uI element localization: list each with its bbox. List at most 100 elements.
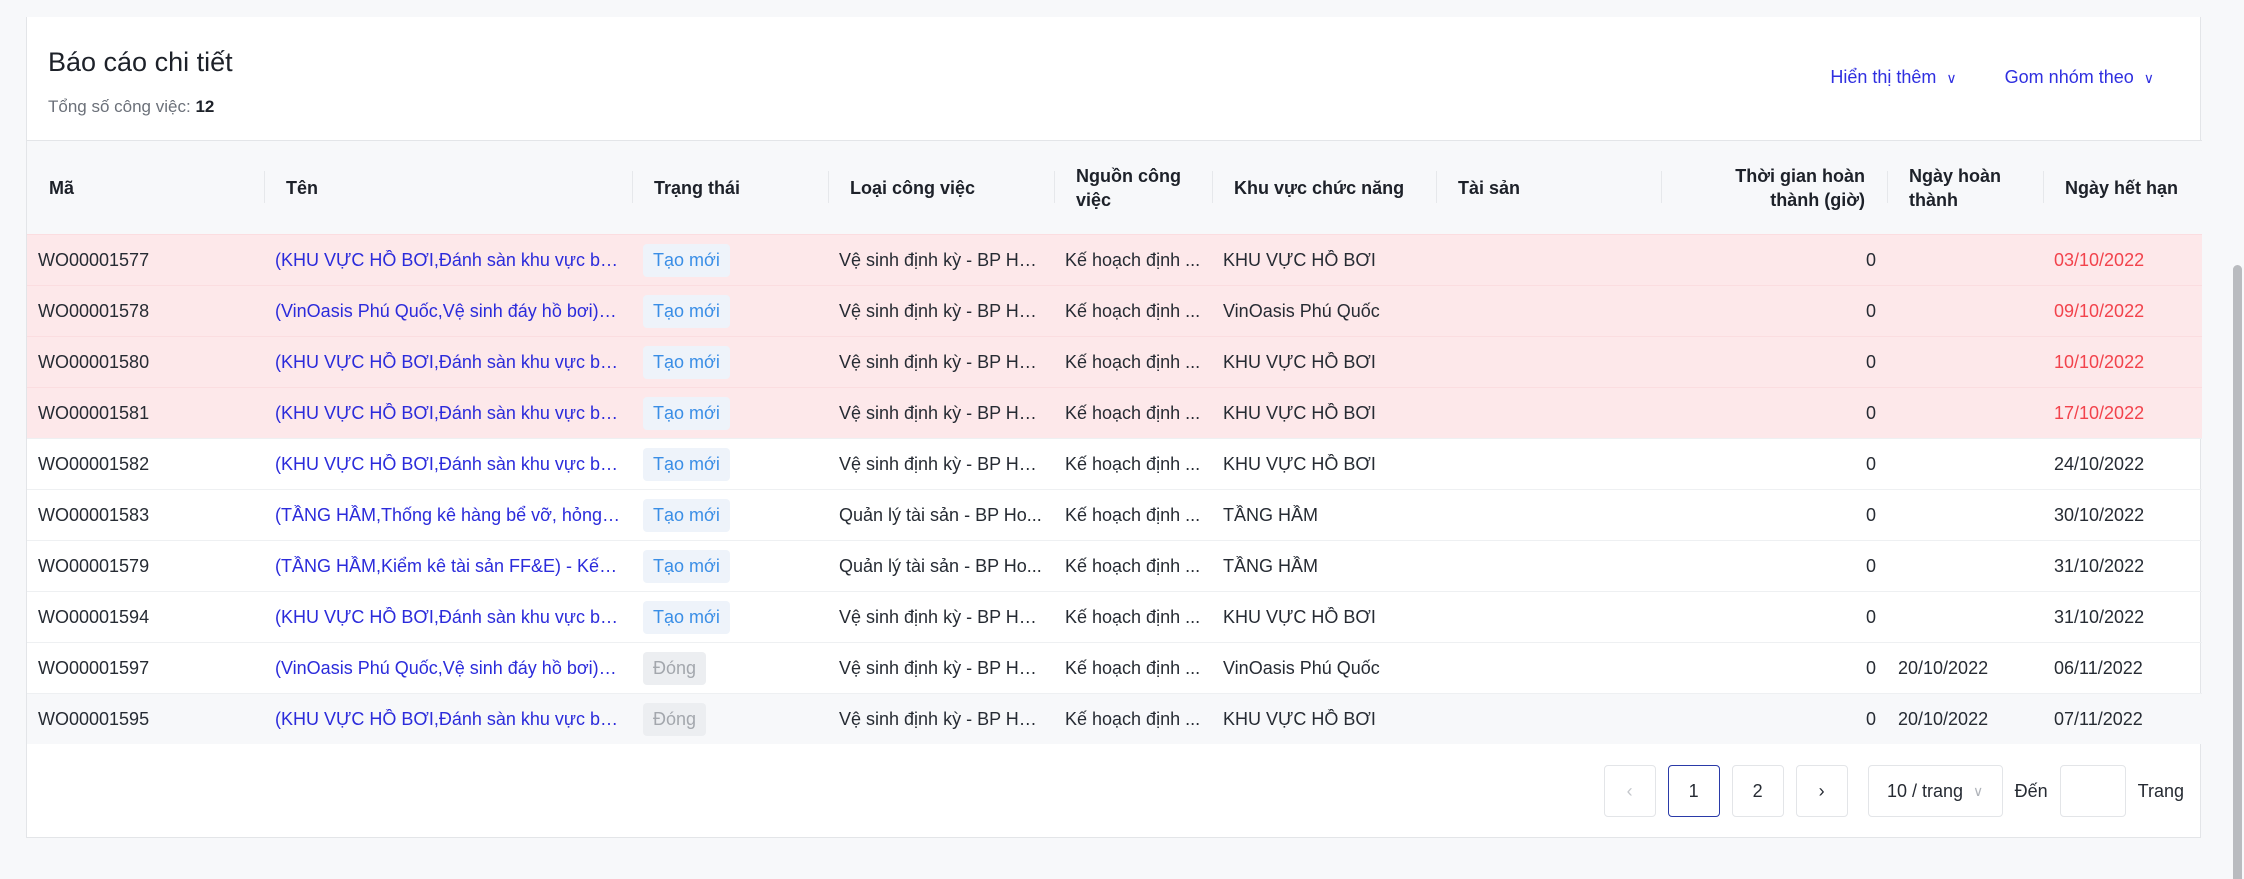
column-header[interactable]: Thời gian hoàn thành (giờ) (1661, 141, 1887, 234)
source-cell: Kế hoạch định ... (1065, 504, 1201, 525)
column-header[interactable]: Mã (49, 177, 75, 198)
chevron-down-icon: ∨ (1946, 70, 1957, 86)
detail-report-card: Báo cáo chi tiết Tổng số công việc: 12 H… (26, 17, 2202, 838)
table-header: Mã Tên Trạng thái Loại công việc Nguồn công … (27, 141, 2202, 234)
source-cell: Kế hoạch định ... (1065, 708, 1201, 729)
table-row[interactable]: WO00001583 (TẦNG HẦM,Thống kê hàng bể vỡ,… (27, 489, 2202, 540)
code-cell: WO00001583 (38, 504, 150, 525)
type-cell: Vệ sinh định kỳ - BP Ho... (839, 453, 1044, 474)
hours-cell: 0 (1865, 555, 1876, 576)
table-row[interactable]: WO00001597 (VinOasis Phú Quốc,Vệ sinh đáy… (27, 642, 2202, 693)
status-badge: Tạo mới (643, 600, 730, 634)
done-date-cell: 20/10/2022 (1898, 708, 1989, 729)
status-cell: Tạo mới (632, 243, 828, 277)
table-row[interactable]: WO00001582 (KHU VỰC HỒ BƠI,Đánh sàn khu v… (27, 438, 2202, 489)
name-link[interactable]: (VinOasis Phú Quốc,Vệ sinh đáy hồ bơi) -… (275, 300, 625, 321)
source-cell: Kế hoạch định ... (1065, 249, 1201, 270)
type-cell: Quản lý tài sản - BP Ho... (839, 504, 1042, 525)
status-cell: Tạo mới (632, 447, 828, 481)
column-header[interactable]: Ngày hết hạn (2043, 141, 2202, 234)
status-cell: Tạo mới (632, 345, 828, 379)
hours-cell: 0 (1865, 708, 1876, 729)
area-cell: VinOasis Phú Quốc (1223, 657, 1380, 678)
table-row[interactable]: WO00001579 (TẦNG HẦM,Kiểm kê tài sản FF&E… (27, 540, 2202, 591)
code-cell: WO00001579 (38, 555, 150, 576)
type-cell: Vệ sinh định kỳ - BP Ho... (839, 657, 1044, 678)
pagination: ‹ 1 2 › 10 / trang ∨ Đến Trang (1603, 765, 2184, 817)
due-date-cell: 06/11/2022 (2054, 657, 2143, 678)
area-cell: KHU VỰC HỒ BƠI (1223, 249, 1376, 270)
name-link[interactable]: (KHU VỰC HỒ BƠI,Đánh sàn khu vực bể ... (275, 351, 630, 372)
code-cell: WO00001594 (38, 606, 150, 627)
type-cell: Vệ sinh định kỳ - BP Ho... (839, 606, 1044, 627)
status-badge: Tạo mới (643, 396, 730, 430)
name-link[interactable]: (KHU VỰC HỒ BƠI,Đánh sàn khu vực bể ... (275, 606, 630, 627)
hours-cell: 0 (1865, 606, 1876, 627)
scrollbar[interactable] (2233, 265, 2242, 879)
name-link[interactable]: (KHU VỰC HỒ BƠI,Đánh sàn khu vực bể ... (275, 453, 630, 474)
goto-page-input[interactable] (2059, 765, 2126, 817)
name-link[interactable]: (KHU VỰC HỒ BƠI,Đánh sàn khu vực bể ... (275, 249, 630, 270)
page-2-button[interactable]: 2 (1731, 765, 1784, 817)
column-header[interactable]: Tài sản (1436, 141, 1661, 234)
status-badge: Tạo mới (643, 243, 730, 277)
prev-page-button[interactable]: ‹ (1603, 765, 1656, 817)
hours-cell: 0 (1865, 504, 1876, 525)
report-table: Mã Tên Trạng thái Loại công việc Nguồn công … (27, 140, 2202, 744)
area-cell: KHU VỰC HỒ BƠI (1223, 402, 1376, 423)
page-1-button[interactable]: 1 (1667, 765, 1720, 817)
table-row[interactable]: WO00001581 (KHU VỰC HỒ BƠI,Đánh sàn khu v… (27, 387, 2202, 438)
name-link[interactable]: (KHU VỰC HỒ BƠI,Đánh sàn khu vực bể ... (275, 402, 630, 423)
page-size-select[interactable]: 10 / trang ∨ (1867, 765, 2003, 817)
hours-cell: 0 (1865, 657, 1876, 678)
status-cell: Đóng (632, 702, 828, 736)
show-more-dropdown[interactable]: Hiển thị thêm ∨ (1830, 67, 1957, 87)
due-date-cell: 24/10/2022 (2054, 453, 2145, 474)
area-cell: VinOasis Phú Quốc (1223, 300, 1380, 321)
status-badge: Tạo mới (643, 345, 730, 379)
hours-cell: 0 (1865, 402, 1876, 423)
column-header[interactable]: Tên (264, 141, 632, 234)
column-header[interactable]: Trạng thái (632, 141, 828, 234)
status-badge: Tạo mới (643, 549, 730, 583)
total-count: Tổng số công việc: 12 (48, 97, 215, 116)
column-header[interactable]: Khu vực chức năng (1212, 141, 1436, 234)
next-page-button[interactable]: › (1795, 765, 1848, 817)
goto-label: Đến (2014, 780, 2048, 801)
chevron-down-icon: ∨ (1973, 782, 1984, 799)
hours-cell: 0 (1865, 453, 1876, 474)
code-cell: WO00001597 (38, 657, 150, 678)
table-row[interactable]: WO00001594 (KHU VỰC HỒ BƠI,Đánh sàn khu v… (27, 591, 2202, 642)
status-cell: Tạo mới (632, 549, 828, 583)
source-cell: Kế hoạch định ... (1065, 555, 1201, 576)
type-cell: Quản lý tài sản - BP Ho... (839, 555, 1042, 576)
hours-cell: 0 (1865, 351, 1876, 372)
name-link[interactable]: (TẦNG HẦM,Thống kê hàng bể vỡ, hỏng ... (275, 504, 622, 525)
name-link[interactable]: (KHU VỰC HỒ BƠI,Đánh sàn khu vực bể ... (275, 708, 630, 729)
area-cell: KHU VỰC HỒ BƠI (1223, 708, 1376, 729)
type-cell: Vệ sinh định kỳ - BP Ho... (839, 300, 1044, 321)
type-cell: Vệ sinh định kỳ - BP Ho... (839, 351, 1044, 372)
code-cell: WO00001595 (38, 708, 150, 729)
page-title: Báo cáo chi tiết (48, 47, 233, 77)
table-row[interactable]: WO00001578 (VinOasis Phú Quốc,Vệ sinh đáy… (27, 285, 2202, 336)
due-date-cell: 07/11/2022 (2054, 708, 2143, 729)
hours-cell: 0 (1865, 249, 1876, 270)
group-by-dropdown[interactable]: Gom nhóm theo ∨ (2004, 67, 2154, 87)
due-date-cell: 09/10/2022 (2054, 300, 2145, 321)
source-cell: Kế hoạch định ... (1065, 402, 1201, 423)
table-row[interactable]: WO00001577 (KHU VỰC HỒ BƠI,Đánh sàn khu v… (27, 234, 2202, 285)
column-header[interactable]: Nguồn công việc (1054, 141, 1212, 234)
name-link[interactable]: (TẦNG HẦM,Kiểm kê tài sản FF&E) - Kế h..… (275, 555, 630, 576)
table-row[interactable]: WO00001580 (KHU VỰC HỒ BƠI,Đánh sàn khu v… (27, 336, 2202, 387)
column-header[interactable]: Ngày hoàn thành (1887, 141, 2043, 234)
status-badge: Đóng (643, 651, 707, 685)
type-cell: Vệ sinh định kỳ - BP Ho... (839, 708, 1044, 729)
name-link[interactable]: (VinOasis Phú Quốc,Vệ sinh đáy hồ bơi) -… (275, 657, 625, 678)
column-header[interactable]: Loại công việc (828, 141, 1054, 234)
area-cell: TẦNG HẦM (1223, 504, 1319, 525)
code-cell: WO00001578 (38, 300, 150, 321)
code-cell: WO00001577 (38, 249, 150, 270)
table-row[interactable]: WO00001595 (KHU VỰC HỒ BƠI,Đánh sàn khu v… (27, 693, 2202, 744)
due-date-cell: 31/10/2022 (2054, 606, 2145, 627)
